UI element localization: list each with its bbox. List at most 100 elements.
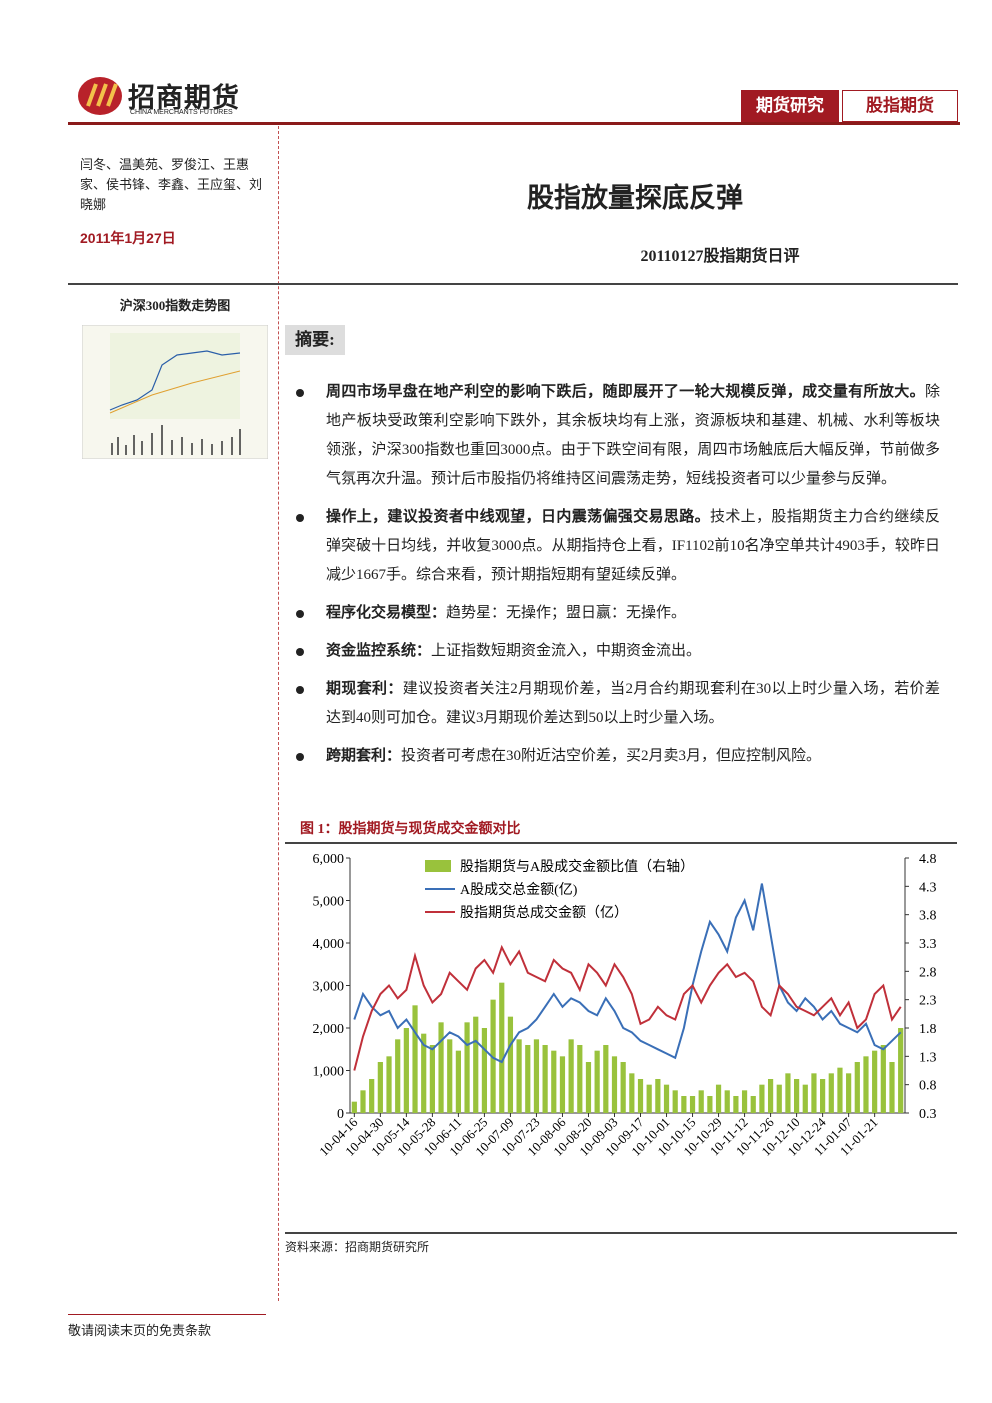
rule [68,283,958,285]
y2-tick-label: 3.3 [919,937,937,952]
bar [438,1022,444,1113]
x-tick-label: 10-07-09 [472,1115,516,1159]
logo-mark [78,77,122,115]
y-tick-label: 2,000 [313,1022,345,1037]
x-tick-label: 10-05-14 [368,1114,413,1159]
bullet-text: 建议投资者关注2月期现价差，当2月合约期现套利在30以上时少量入场，若价差达到4… [326,681,940,726]
thumbnail [82,325,268,459]
bar [820,1079,826,1113]
x-tick-label: 10-12-10 [758,1115,802,1159]
x-tick-label: 10-04-30 [342,1115,386,1159]
bullet-lead: 期现套利： [326,681,403,697]
bar [351,1101,357,1113]
y-tick-label: 6,000 [313,852,345,867]
bar [542,1045,548,1113]
bullet-lead: 操作上，建议投资者中线观望，日内震荡偏强交易思路。 [326,509,710,525]
bar [828,1073,834,1113]
y2-tick-label: 1.8 [919,1022,937,1037]
bullets: 周四市场早盘在地产利空的影响下跌后，随即展开了一轮大规模反弹，成交量有所放大。除… [296,378,940,780]
legend-label: 股指期货与A股成交金额比值（右轴） [460,858,694,875]
bar [872,1050,878,1113]
bar [533,1039,540,1113]
bar [455,1050,461,1113]
x-tick-label: 10-09-17 [602,1114,647,1159]
bar [412,1005,418,1113]
y2-tick-label: 4.3 [919,880,937,895]
bar [837,1067,843,1113]
bullet-lead: 程序化交易模型： [326,605,447,621]
bullet: 期现套利：建议投资者关注2月期现价差，当2月合约期现套利在30以上时少量入场，若… [296,675,940,733]
bar [377,1062,383,1113]
y2-tick-label: 3.8 [919,909,937,924]
bar [559,1056,566,1113]
bar [655,1079,661,1113]
bar [698,1090,704,1113]
x-tick-label: 10-05-28 [394,1115,438,1159]
bar [421,1033,427,1113]
x-tick-label: 10-07-23 [498,1115,542,1159]
bar [724,1090,730,1113]
y-tick-label: 4,000 [313,937,345,952]
subtitle: 20110127股指期货日评 [640,248,800,265]
bar [794,1079,800,1113]
bullet: 程序化交易模型：趋势星：无操作；盟日赢：无操作。 [296,599,940,628]
bar [767,1079,774,1113]
y2-tick-label: 0.3 [919,1107,937,1122]
bullet: 周四市场早盘在地产利空的影响下跌后，随即展开了一轮大规模反弹，成交量有所放大。除… [296,378,940,494]
thumb-title: 沪深300指数走势图 [119,298,231,313]
bar [386,1056,392,1113]
x-tick-label: 10-12-24 [784,1114,829,1159]
bar [663,1084,670,1113]
main-title: 股指放量探底反弹 [527,183,743,213]
bar [395,1039,401,1113]
bar [447,1039,453,1113]
bar [568,1039,574,1113]
x-tick-label: 10-10-01 [628,1115,672,1159]
bar [629,1073,635,1113]
y2-tick-label: 0.8 [919,1079,937,1094]
rule [68,1314,266,1315]
bar [776,1084,782,1113]
bar [846,1073,852,1113]
bullet-text: 趋势星：无操作；盟日赢：无操作。 [446,605,687,621]
y-tick-label: 5,000 [313,895,345,910]
bar [637,1079,644,1113]
divider [278,126,279,1301]
bar [490,999,496,1113]
bar [481,1028,488,1113]
x-tick-label: 10-11-26 [733,1114,777,1158]
brand-en: CHINA MERCHANTS FUTURES [130,109,233,116]
disclaimer: 敬请阅读末页的免责条款 [68,1323,212,1338]
bar [620,1062,626,1113]
bullet-text: 投资者可考虑在30附近沽空价差，买2月卖3月，但应控制风险。 [401,748,822,764]
logo: 招商期货 CHINA MERCHANTS FUTURES [76,74,256,124]
bar [741,1090,748,1113]
bar [750,1096,756,1113]
tag: 股指期货 [842,90,958,122]
bar [785,1073,791,1113]
bar [594,1050,600,1113]
line [353,883,902,1064]
legend-label: A股成交总金额(亿) [460,881,578,898]
bar [429,1045,435,1113]
bullet-lead: 周四市场早盘在地产利空的影响下跌后，随即展开了一轮大规模反弹，成交量有所放大。 [326,384,925,400]
rule [285,842,957,844]
bullet-text: 技术上，股指期货主力合约继续反弹突破十日均线，并收复3000点。从期指持仓上看，… [326,509,940,583]
bar [507,1016,514,1113]
line [353,944,902,1071]
brand: 招商期货 [128,83,240,113]
legend-label: 股指期货总成交金额（亿） [460,904,628,921]
bar [707,1096,713,1113]
bar [811,1073,817,1113]
x-tick-label: 11-01-21 [837,1115,881,1159]
bar [863,1056,869,1113]
y-tick-label: 3,000 [313,980,345,995]
x-tick-label: 10-08-06 [524,1114,569,1159]
bar [516,1039,522,1113]
bar [551,1050,557,1113]
header-rule [68,122,960,125]
bar [525,1045,531,1113]
bar [603,1045,609,1113]
y-tick-label: 1,000 [313,1065,345,1080]
x-tick-label: 10-09-03 [576,1115,620,1159]
